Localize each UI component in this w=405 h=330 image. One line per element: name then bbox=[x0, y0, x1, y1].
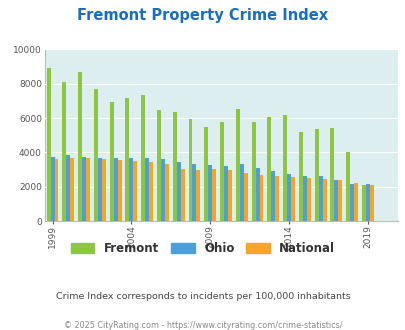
Bar bbox=[350, 184, 353, 221]
Bar bbox=[361, 185, 365, 221]
Bar bbox=[149, 162, 153, 221]
Bar bbox=[98, 158, 102, 221]
Bar bbox=[239, 164, 243, 221]
Bar bbox=[94, 89, 98, 221]
Bar bbox=[133, 161, 137, 221]
Bar bbox=[164, 164, 168, 221]
Bar bbox=[66, 155, 70, 221]
Bar bbox=[176, 162, 180, 221]
Bar bbox=[51, 157, 54, 221]
Bar bbox=[290, 177, 294, 221]
Bar bbox=[173, 112, 176, 221]
Bar bbox=[235, 109, 239, 221]
Bar bbox=[286, 174, 290, 221]
Legend: Fremont, Ohio, National: Fremont, Ohio, National bbox=[66, 237, 339, 260]
Bar bbox=[157, 111, 160, 221]
Bar bbox=[78, 72, 82, 221]
Bar bbox=[337, 180, 341, 221]
Bar bbox=[353, 183, 357, 221]
Bar bbox=[220, 122, 224, 221]
Bar bbox=[243, 173, 247, 221]
Bar bbox=[117, 160, 121, 221]
Bar bbox=[192, 164, 196, 221]
Bar bbox=[129, 158, 133, 221]
Bar bbox=[298, 132, 302, 221]
Bar bbox=[141, 95, 145, 221]
Bar bbox=[334, 180, 337, 221]
Bar bbox=[369, 185, 373, 221]
Bar bbox=[160, 159, 164, 221]
Bar bbox=[86, 158, 90, 221]
Bar bbox=[208, 165, 212, 221]
Text: © 2025 CityRating.com - https://www.cityrating.com/crime-statistics/: © 2025 CityRating.com - https://www.city… bbox=[64, 321, 341, 330]
Bar bbox=[318, 177, 322, 221]
Bar bbox=[196, 170, 200, 221]
Bar bbox=[70, 158, 74, 221]
Bar bbox=[282, 115, 286, 221]
Bar bbox=[259, 175, 263, 221]
Bar bbox=[228, 171, 231, 221]
Bar bbox=[322, 179, 326, 221]
Bar bbox=[102, 159, 106, 221]
Bar bbox=[224, 166, 228, 221]
Bar bbox=[109, 102, 113, 221]
Bar bbox=[271, 171, 275, 221]
Bar bbox=[180, 169, 184, 221]
Bar bbox=[251, 121, 255, 221]
Bar bbox=[330, 128, 334, 221]
Bar bbox=[188, 119, 192, 221]
Bar bbox=[365, 184, 369, 221]
Bar bbox=[82, 157, 86, 221]
Bar bbox=[255, 168, 259, 221]
Bar bbox=[267, 117, 271, 221]
Text: Fremont Property Crime Index: Fremont Property Crime Index bbox=[77, 8, 328, 23]
Bar bbox=[212, 169, 215, 221]
Bar bbox=[113, 158, 117, 221]
Bar bbox=[125, 98, 129, 221]
Text: Crime Index corresponds to incidents per 100,000 inhabitants: Crime Index corresponds to incidents per… bbox=[55, 292, 350, 301]
Bar bbox=[275, 177, 279, 221]
Bar bbox=[314, 129, 318, 221]
Bar bbox=[204, 127, 208, 221]
Bar bbox=[47, 68, 51, 221]
Bar bbox=[306, 179, 310, 221]
Bar bbox=[145, 158, 149, 221]
Bar bbox=[62, 82, 66, 221]
Bar bbox=[302, 177, 306, 221]
Bar bbox=[345, 151, 350, 221]
Bar bbox=[54, 159, 58, 221]
